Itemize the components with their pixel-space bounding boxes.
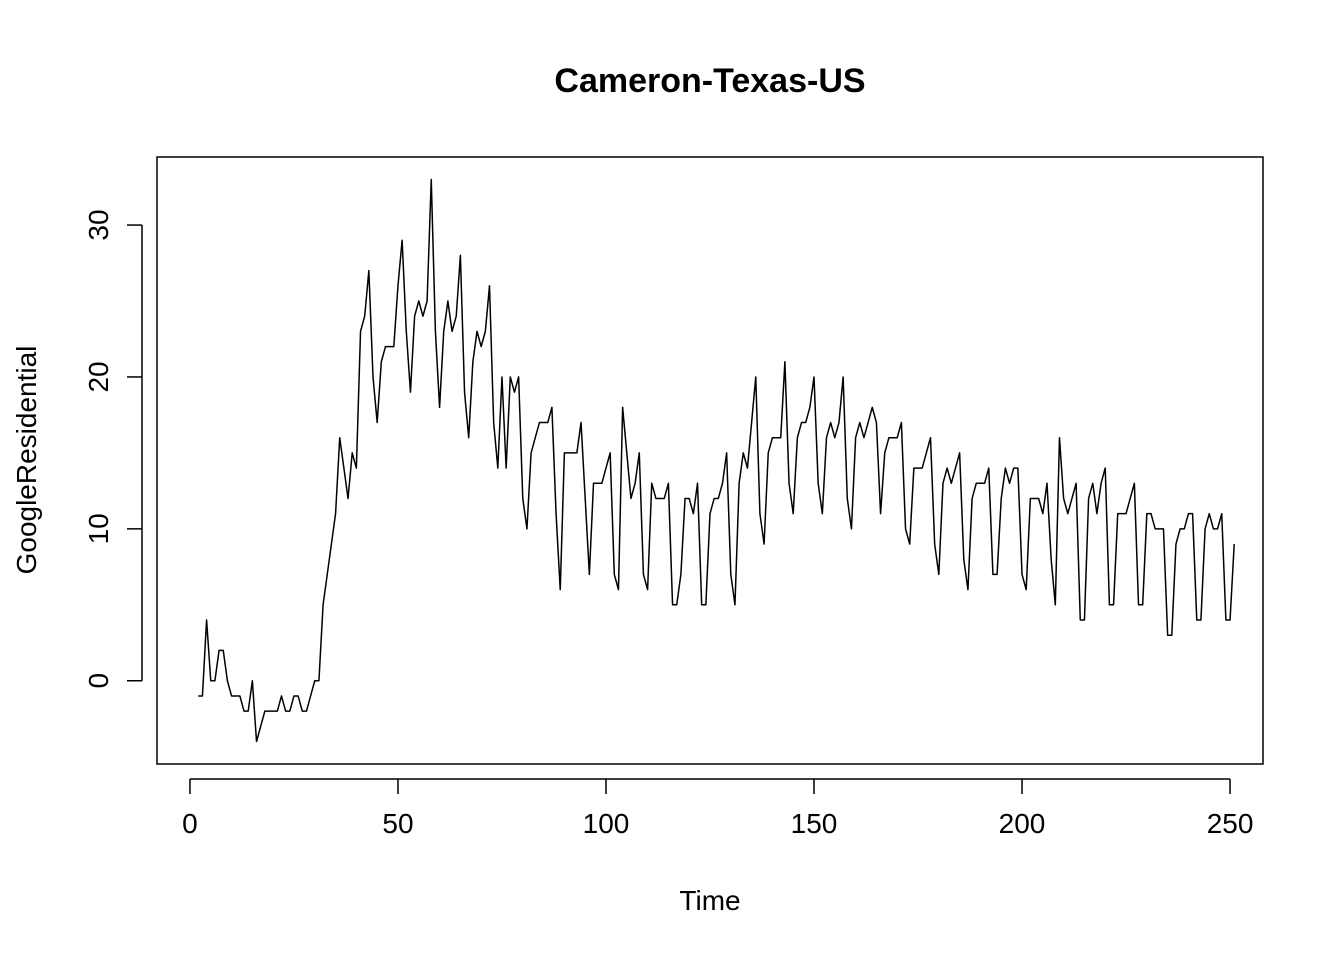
x-tick-label: 0 bbox=[182, 808, 198, 839]
x-tick-label: 200 bbox=[999, 808, 1046, 839]
x-axis: 0 50 100 150 200 250 bbox=[182, 779, 1253, 839]
x-tick-label: 250 bbox=[1207, 808, 1254, 839]
x-tick-label: 100 bbox=[583, 808, 630, 839]
y-tick-label: 20 bbox=[83, 361, 114, 392]
y-axis-label: GoogleResidential bbox=[11, 346, 42, 575]
x-axis-label: Time bbox=[679, 885, 740, 916]
series-line bbox=[198, 179, 1234, 741]
x-tick-label: 150 bbox=[791, 808, 838, 839]
y-tick-label: 30 bbox=[83, 209, 114, 240]
chart-title: Cameron-Texas-US bbox=[554, 62, 865, 100]
y-axis: 0 10 20 30 bbox=[83, 209, 142, 688]
x-tick-label: 50 bbox=[382, 808, 413, 839]
y-tick-label: 10 bbox=[83, 513, 114, 544]
plot-frame bbox=[157, 157, 1263, 764]
y-tick-label: 0 bbox=[83, 673, 114, 689]
